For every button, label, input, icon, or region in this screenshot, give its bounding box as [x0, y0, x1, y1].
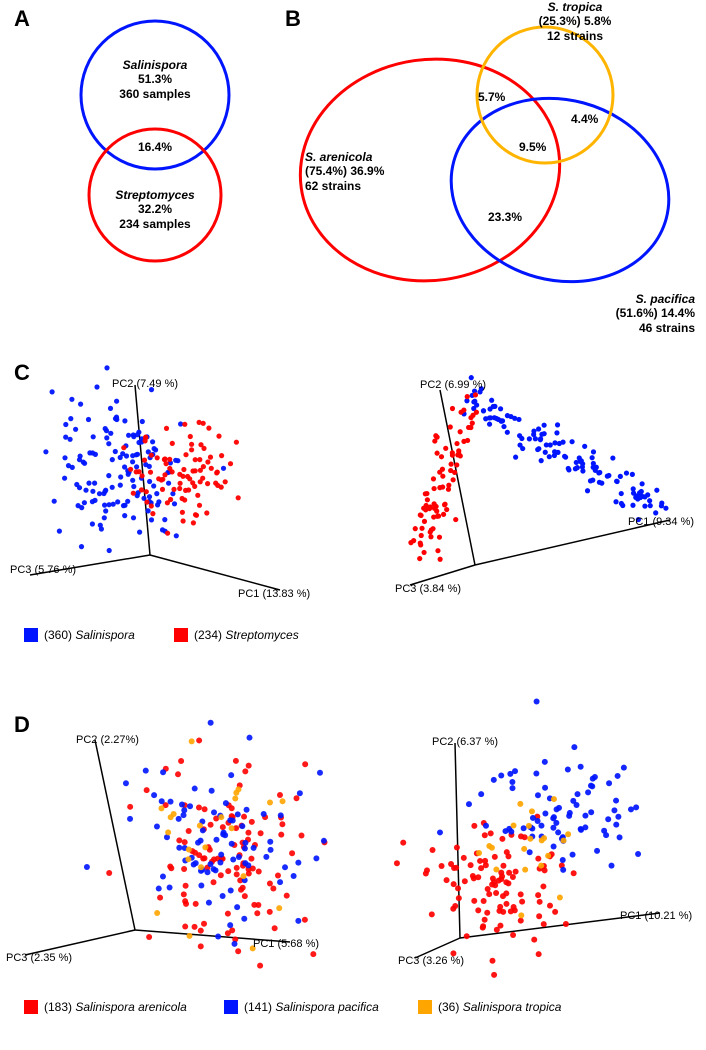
- d-left-pc3: PC3 (2.35 %): [6, 952, 72, 964]
- d-right-pc3: PC3 (3.26 %): [398, 955, 464, 967]
- d-left-pc2: PC2 (2.27%): [76, 734, 139, 746]
- legend-d-tropica: (36) Salinispora tropica: [418, 1000, 561, 1014]
- figure: A B C D Salinispora 51.3% 360 samples 16…: [0, 0, 706, 1050]
- legend-d-pacifica: (141) Salinispora pacifica: [224, 1000, 379, 1014]
- d-right-pc1: PC1 (10.21 %): [620, 910, 692, 922]
- d-left-pc1: PC1 (5.68 %): [253, 938, 319, 950]
- swatch-icon: [24, 1000, 38, 1014]
- swatch-icon: [418, 1000, 432, 1014]
- d-right-pc2: PC2 (6.37 %): [432, 736, 498, 748]
- legend-d-arenicola: (183) Salinispora arenicola: [24, 1000, 187, 1014]
- swatch-icon: [224, 1000, 238, 1014]
- pca-d-right: [0, 0, 706, 1050]
